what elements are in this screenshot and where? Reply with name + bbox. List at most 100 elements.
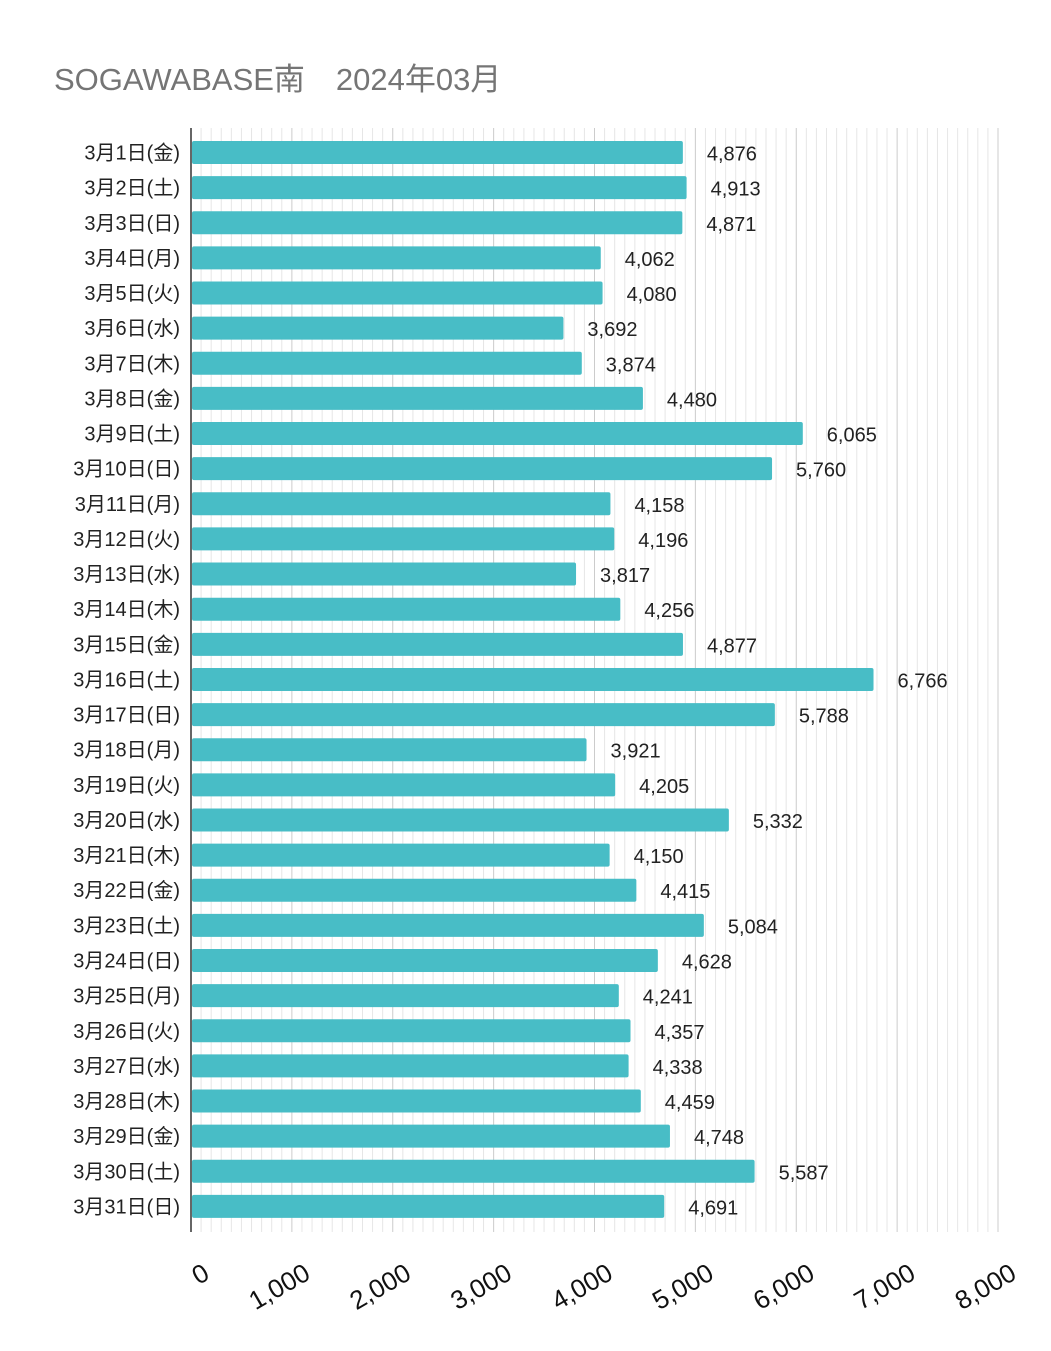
bar bbox=[192, 984, 619, 1008]
bar bbox=[192, 281, 603, 305]
category-label: 3月31日(日) bbox=[73, 1196, 180, 1218]
bar bbox=[192, 1159, 755, 1183]
value-label: 4,913 bbox=[711, 179, 761, 201]
category-label: 3月2日(土) bbox=[84, 177, 180, 200]
value-label: 4,691 bbox=[688, 1197, 738, 1219]
bars bbox=[192, 141, 874, 1218]
category-label: 3月3日(日) bbox=[84, 213, 180, 235]
value-label: 3,817 bbox=[600, 565, 650, 587]
bar bbox=[192, 913, 704, 937]
category-label: 3月27日(水) bbox=[73, 1055, 180, 1078]
x-tick-label: 7,000 bbox=[849, 1257, 920, 1316]
category-label: 3月16日(土) bbox=[73, 668, 180, 691]
value-label: 4,871 bbox=[706, 214, 756, 236]
bar bbox=[192, 211, 683, 235]
bar bbox=[192, 141, 683, 164]
value-label: 6,766 bbox=[898, 670, 948, 692]
chart-title: SOGAWABASE南 2024年03月 bbox=[54, 62, 502, 97]
category-label: 3月19日(火) bbox=[73, 775, 180, 797]
value-label: 4,158 bbox=[634, 495, 684, 517]
bar bbox=[192, 246, 601, 270]
value-label: 4,459 bbox=[665, 1092, 715, 1114]
x-tick-label: 2,000 bbox=[344, 1257, 415, 1316]
value-label: 4,150 bbox=[634, 846, 684, 868]
bar bbox=[192, 1124, 670, 1148]
bar bbox=[192, 422, 803, 446]
value-label: 6,065 bbox=[827, 425, 877, 447]
value-label: 5,332 bbox=[753, 811, 803, 833]
category-label: 3月20日(水) bbox=[73, 809, 180, 832]
category-label: 3月13日(水) bbox=[73, 563, 180, 586]
x-tick-label: 5,000 bbox=[647, 1257, 718, 1316]
bar bbox=[192, 878, 637, 902]
category-label: 3月21日(木) bbox=[73, 844, 180, 867]
category-label: 3月9日(土) bbox=[84, 423, 180, 446]
value-label: 4,062 bbox=[625, 249, 675, 271]
value-label: 4,415 bbox=[660, 881, 710, 903]
category-label: 3月26日(火) bbox=[73, 1021, 180, 1043]
category-label: 3月8日(金) bbox=[84, 387, 180, 410]
category-label: 3月17日(日) bbox=[73, 705, 180, 727]
category-labels: 3月1日(金) 3月2日(土) 3月3日(日) 3月4日(月) 3月5日(火) 3月6日(… bbox=[73, 142, 180, 1219]
bar bbox=[192, 843, 610, 867]
value-label: 5,788 bbox=[799, 706, 849, 728]
category-label: 3月15日(金) bbox=[73, 633, 180, 656]
category-label: 3月6日(水) bbox=[84, 317, 180, 340]
value-label: 4,876 bbox=[707, 144, 757, 166]
category-label: 3月12日(火) bbox=[73, 529, 180, 551]
bar bbox=[192, 738, 587, 762]
value-label: 4,241 bbox=[643, 987, 693, 1009]
value-label: 3,692 bbox=[587, 319, 637, 341]
value-label: 4,196 bbox=[638, 530, 688, 552]
bar bbox=[192, 667, 874, 691]
bar bbox=[192, 457, 773, 481]
value-label: 4,628 bbox=[682, 951, 732, 973]
x-tick-label: 8,000 bbox=[950, 1257, 1021, 1316]
bar bbox=[192, 1019, 631, 1043]
bar bbox=[192, 316, 564, 340]
bar bbox=[192, 492, 611, 516]
category-label: 3月11日(月) bbox=[75, 494, 180, 516]
category-label: 3月30日(土) bbox=[73, 1160, 180, 1183]
bar bbox=[192, 703, 775, 727]
category-label: 3月5日(火) bbox=[84, 283, 180, 305]
bar bbox=[192, 632, 683, 656]
bar bbox=[192, 597, 621, 621]
bar bbox=[192, 1089, 641, 1113]
value-label: 4,080 bbox=[627, 284, 677, 306]
value-label: 3,874 bbox=[606, 354, 656, 376]
value-label: 4,748 bbox=[694, 1127, 744, 1149]
category-label: 3月10日(日) bbox=[73, 459, 180, 481]
value-labels: 4,876 4,913 4,871 4,062 4,080 3,692 3,874 4,480… bbox=[587, 144, 947, 1220]
x-tick-label: 0 bbox=[186, 1257, 214, 1290]
value-label: 4,480 bbox=[667, 389, 717, 411]
value-label: 4,338 bbox=[653, 1057, 703, 1079]
category-label: 3月14日(木) bbox=[73, 598, 180, 621]
bar bbox=[192, 1194, 665, 1218]
value-label: 4,205 bbox=[639, 776, 689, 798]
category-label: 3月22日(金) bbox=[73, 879, 180, 902]
value-label: 4,357 bbox=[655, 1022, 705, 1044]
value-label: 3,921 bbox=[611, 741, 661, 763]
value-label: 4,877 bbox=[707, 635, 757, 657]
x-tick-label: 6,000 bbox=[748, 1257, 819, 1316]
bar bbox=[192, 527, 615, 551]
bar bbox=[192, 386, 643, 410]
category-label: 3月23日(土) bbox=[73, 914, 180, 937]
x-tick-label: 4,000 bbox=[546, 1257, 617, 1316]
bar bbox=[192, 1054, 629, 1078]
x-tick-label: 3,000 bbox=[445, 1257, 516, 1316]
value-label: 5,084 bbox=[728, 916, 778, 938]
category-label: 3月1日(金) bbox=[84, 142, 180, 165]
bar bbox=[192, 773, 616, 797]
x-tick-label: 1,000 bbox=[244, 1257, 315, 1316]
bar bbox=[192, 176, 687, 200]
bar bbox=[192, 351, 582, 375]
category-label: 3月4日(月) bbox=[84, 248, 180, 270]
value-label: 5,760 bbox=[796, 460, 846, 482]
bar bbox=[192, 948, 658, 972]
category-label: 3月28日(木) bbox=[73, 1090, 180, 1113]
x-tick-labels: 0 1,000 2,000 3,000 4,000 5,000 6,000 7,000 8,00… bbox=[186, 1257, 1021, 1316]
category-label: 3月18日(月) bbox=[73, 740, 180, 762]
